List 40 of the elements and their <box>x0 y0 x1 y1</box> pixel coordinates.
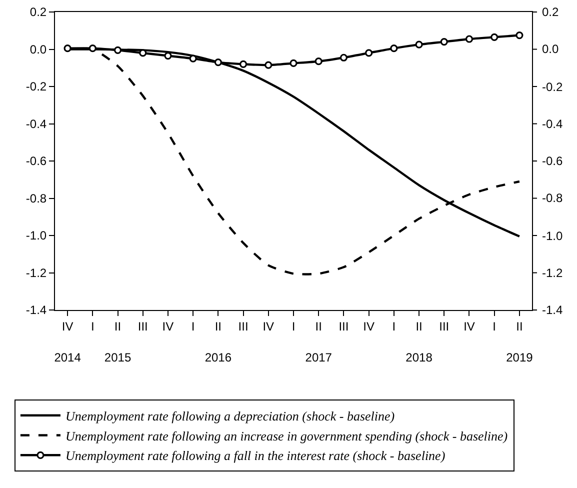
x-tick-label: III <box>338 319 349 334</box>
y2-tick-label: 0.0 <box>542 42 560 56</box>
category-label: II 2016 <box>204 319 232 365</box>
y-tick-label: -0.6 <box>26 154 47 168</box>
x-tick-label: I <box>392 319 396 334</box>
y-tick-label: -0.8 <box>26 191 47 206</box>
y-tick-label: -1.4 <box>26 303 47 318</box>
y-tick-label: 0.0 <box>30 42 47 56</box>
legend-label: Unemployment rate following an increase in government spending (shock - baseline) <box>65 428 508 444</box>
y2-tick-label: -0.6 <box>542 154 564 168</box>
x-tick-label: I <box>90 319 94 334</box>
legend-label: Unemployment rate following a fall in the interest rate (shock - baseline) <box>65 448 446 464</box>
x-tick-label: IV <box>262 319 274 334</box>
y-tick-label: -1.0 <box>26 228 47 243</box>
x-tick-label: IV <box>464 319 475 334</box>
y-tick-label: 0.2 <box>30 5 47 20</box>
category-label: IV 2014 <box>54 319 81 365</box>
category-label: II 2019 <box>506 319 533 365</box>
x-tick-label: III <box>138 319 148 334</box>
y2-tick-label: -1.0 <box>542 229 564 243</box>
y2-tick-label: -1.4 <box>542 303 564 317</box>
category-label: II 2017 <box>305 319 332 365</box>
x-tick-label: IV <box>363 319 374 334</box>
x-tick-label: I <box>292 319 296 334</box>
y-tick-label: -0.4 <box>26 116 47 131</box>
y2-tick-label: -0.8 <box>542 191 564 205</box>
x-tick-label: I <box>191 319 195 334</box>
x-tick-label: III <box>238 319 248 334</box>
y-tick-label: -0.2 <box>26 80 47 94</box>
x-tick-label: III <box>439 319 450 334</box>
x-tick-label: I <box>492 319 496 334</box>
x-tick-label: IV <box>162 319 174 334</box>
y2-tick-label: -0.2 <box>542 80 564 94</box>
y-tick-label: -1.2 <box>26 266 47 280</box>
category-label: II 2015 <box>104 319 132 365</box>
category-label: II 2018 <box>406 319 432 365</box>
y2-tick-label: 0.2 <box>542 5 560 19</box>
y2-tick-label: -1.2 <box>542 266 564 280</box>
legend-label: Unemployment rate following a depreciation (shock - baseline) <box>65 408 395 424</box>
y2-tick-label: -0.4 <box>542 117 564 131</box>
